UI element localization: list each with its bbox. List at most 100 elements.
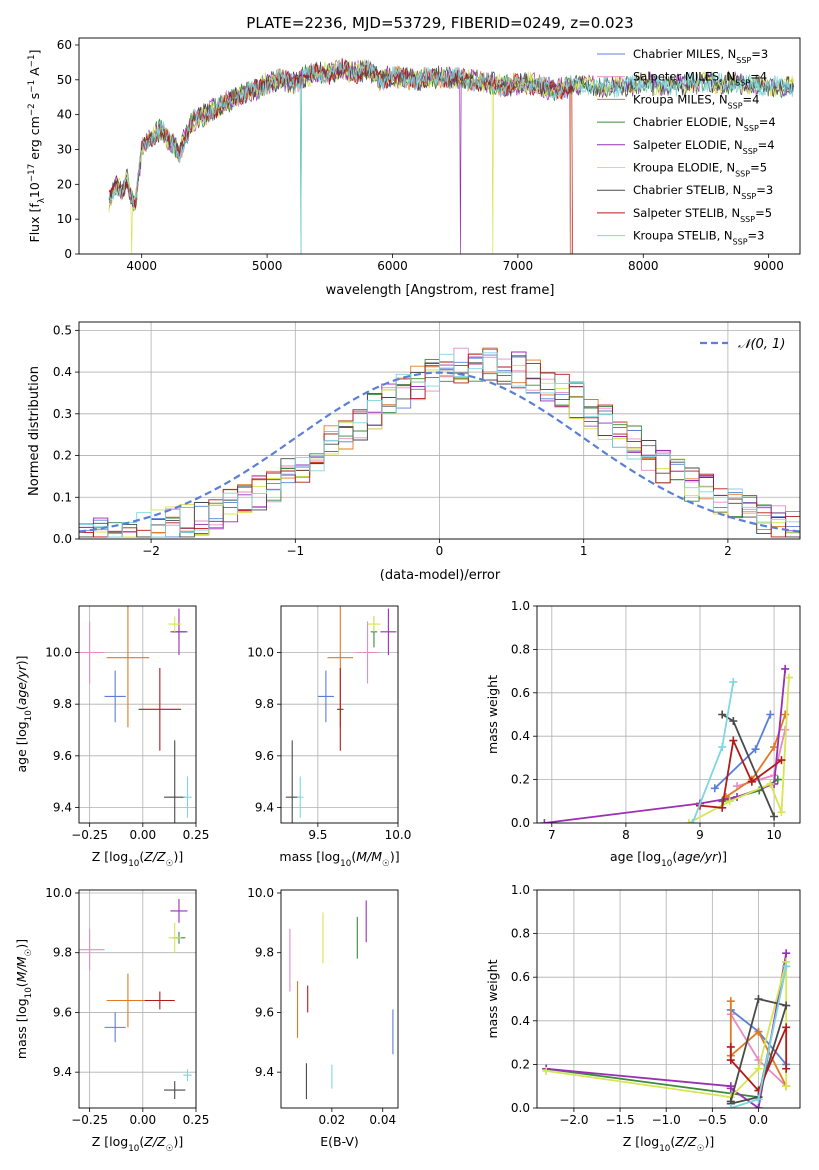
legend-entry: Salpeter MILES, NSSP=4 bbox=[633, 70, 767, 88]
weight-vs-age-xtick-label: 8 bbox=[622, 828, 630, 842]
mass-vs-ebv-ytick-label: 9.6 bbox=[255, 1005, 274, 1019]
mass-vs-ebv-axes: 0.02 0.04 9.4 9.6 9.8 10.0 bbox=[247, 886, 399, 1127]
weight-vs-age-marker-c8 bbox=[688, 819, 697, 823]
weight-vs-age-marker-c8 bbox=[729, 677, 738, 686]
residual-hist-c4 bbox=[79, 351, 800, 538]
spectrum-series-c7 bbox=[108, 58, 573, 254]
mass-vs-ebv-xlabel: E(B-V) bbox=[320, 1134, 359, 1149]
age-vs-Z-xlabel-part: 10 bbox=[128, 859, 139, 869]
mass-vs-Z-xlabel-part: Z [log bbox=[92, 1134, 128, 1149]
legend-n: =3 bbox=[748, 229, 765, 243]
weight-vs-Z-ytick-label: 0.8 bbox=[511, 927, 530, 941]
legend-sub: SSP bbox=[728, 101, 743, 110]
legend-model: Kroupa MILES, N bbox=[633, 92, 728, 106]
residuals-xtick-label: −1 bbox=[286, 544, 304, 558]
age-vs-Z-ytick-label: 9.6 bbox=[53, 749, 72, 763]
weight-vs-Z-xtick-label: −1.5 bbox=[605, 1113, 634, 1127]
legend-n: =3 bbox=[756, 183, 773, 197]
mass-vs-Z-xlabel-part: ☉ bbox=[166, 1144, 174, 1154]
mass-vs-Z-xlabel-part: ( bbox=[139, 1134, 144, 1149]
spectrum-ylabel-part: −17 bbox=[27, 164, 37, 182]
age-vs-mass-xlabel: mass [log10(M/M☉)] bbox=[279, 849, 399, 869]
legend-model: Salpeter MILES, N bbox=[633, 70, 735, 84]
weight-vs-Z-ylabel-text: mass weight bbox=[485, 959, 500, 1038]
mass-vs-Z-ylabel-part: )] bbox=[14, 939, 29, 949]
weight-vs-age-marker-c0 bbox=[751, 745, 760, 754]
mass-vs-Z-ylabel-text: mass [log10(M/M☉)] bbox=[14, 939, 34, 1059]
spectrum-ylabel-part: −2 bbox=[27, 103, 37, 116]
age-vs-Z-axes: −0.25 0.00 0.25 9.4 9.6 9.8 10.0 bbox=[45, 605, 210, 842]
residuals-ytick-label: 0.4 bbox=[53, 365, 72, 379]
weight-vs-age-ylabel-text: mass weight bbox=[485, 675, 500, 754]
legend-n: =4 bbox=[758, 138, 775, 152]
age-vs-mass-xlabel-part: 10 bbox=[340, 859, 351, 869]
legend-n: =4 bbox=[743, 92, 760, 106]
legend-sub: SSP bbox=[743, 146, 758, 155]
spectrum-ytick-label: 10 bbox=[57, 212, 72, 226]
gaussian-legend-label: 𝒩(0, 1) bbox=[738, 337, 785, 352]
weight-vs-Z-axes: −2.0 −1.5 −1.0 −0.5 0.0 0.0 0.2 0.4 0.6 0.8 1.0 bbox=[511, 883, 801, 1127]
weight-vs-Z-marker-c6 bbox=[782, 1001, 791, 1010]
weight-vs-Z-xtick-label: −2.0 bbox=[559, 1113, 588, 1127]
weight-vs-age-marker-c7 bbox=[777, 756, 786, 765]
legend-sub: SSP bbox=[741, 192, 756, 201]
weight-vs-age-marker-c6 bbox=[770, 812, 779, 821]
spectrum-xlabel: wavelength [Angstrom, rest frame] bbox=[326, 283, 555, 298]
weight-vs-Z-ytick-label: 1.0 bbox=[511, 883, 530, 897]
residuals-xtick-label: 2 bbox=[724, 544, 732, 558]
weight-vs-age-xlabel-text: age [log10(age/yr)] bbox=[610, 849, 727, 869]
mass-vs-Z-ylabel-part: ☉ bbox=[24, 949, 34, 957]
weight-vs-age-ytick-label: 0.8 bbox=[511, 642, 530, 656]
legend-model: Kroupa ELODIE, N bbox=[633, 161, 735, 175]
spectrum-xtick-label: 5000 bbox=[252, 259, 283, 273]
legend-model: Chabrier MILES, N bbox=[633, 47, 736, 61]
age-vs-Z-xtick-label: 0.25 bbox=[183, 828, 210, 842]
residuals-ytick-label: 0.3 bbox=[53, 407, 72, 421]
spectrum-axes: 4000 5000 6000 7000 8000 9000 0 10 20 30 40 50 60 bbox=[57, 37, 801, 273]
spectrum-ylabel-part: −1 bbox=[27, 80, 37, 93]
legend-sub: SSP bbox=[735, 169, 750, 178]
weight-vs-Z-ytick-label: 0.4 bbox=[511, 1014, 530, 1028]
weight-vs-age-marker-c4 bbox=[540, 819, 549, 823]
weight-vs-Z-xlabel-text: Z [log10(Z/Z☉)] bbox=[623, 1134, 714, 1154]
weight-vs-age-frame bbox=[536, 605, 801, 824]
weight-vs-Z-marker-c4 bbox=[782, 949, 791, 958]
weight-vs-age-xtick-label: 10 bbox=[766, 828, 781, 842]
weight-vs-age-xlabel-part: 10 bbox=[661, 859, 672, 869]
spectrum-ylabel-part: erg cm bbox=[27, 116, 42, 164]
mass-vs-ebv-xtick-label: 0.02 bbox=[319, 1113, 346, 1127]
spectrum-ytick-label: 40 bbox=[57, 108, 72, 122]
residuals-ytick-label: 0.5 bbox=[53, 323, 72, 337]
age-vs-mass-xlabel-part: M/M bbox=[356, 849, 382, 864]
weight-vs-Z-marker-c2 bbox=[754, 1027, 763, 1036]
weight-vs-Z-ytick-label: 0.2 bbox=[511, 1057, 530, 1071]
age-vs-Z-ytick-label: 10.0 bbox=[45, 646, 72, 660]
mass-vs-ebv-xlabel-part: E(B-V) bbox=[320, 1134, 359, 1149]
legend-entry: Chabrier STELIB, NSSP=3 bbox=[633, 183, 773, 201]
weight-vs-age-xlabel-part: age/yr bbox=[677, 849, 718, 864]
residuals-xtick-label: 1 bbox=[580, 544, 588, 558]
mass-vs-Z-xtick-label: 0.25 bbox=[183, 1113, 210, 1127]
spectrum-plot bbox=[108, 57, 795, 254]
mass-vs-Z-axes: −0.25 0.00 0.25 9.4 9.6 9.8 10.0 bbox=[45, 886, 209, 1127]
weight-vs-age-marker-c7 bbox=[718, 803, 727, 812]
weight-vs-age-marker-c5 bbox=[725, 797, 734, 806]
weight-vs-age-marker-c4 bbox=[781, 664, 790, 673]
spectrum-ytick-label: 50 bbox=[57, 73, 72, 87]
spectrum-ylabel-part: s bbox=[27, 93, 42, 104]
mass-vs-Z-ytick-label: 9.4 bbox=[53, 1065, 72, 1079]
weight-vs-Z-xtick-label: −1.0 bbox=[652, 1113, 681, 1127]
mass-vs-Z-xtick-label: 0.00 bbox=[129, 1113, 156, 1127]
age-vs-Z-ytick-label: 9.4 bbox=[53, 801, 72, 815]
legend-n: =4 bbox=[750, 70, 767, 84]
spectrum-xtick-label: 4000 bbox=[126, 259, 157, 273]
mass-vs-Z-ylabel-part: 10 bbox=[24, 987, 34, 998]
weight-vs-Z-marker-c7 bbox=[726, 1042, 735, 1051]
weight-vs-age-marker-c7 bbox=[729, 736, 738, 745]
age-vs-mass-xlabel-part: mass [log bbox=[279, 849, 340, 864]
weight-vs-age-marker-c5 bbox=[784, 673, 793, 682]
legend-sub: SSP bbox=[735, 78, 750, 87]
weight-vs-Z-marker-c5 bbox=[754, 1064, 763, 1073]
weight-vs-Z-marker-c6 bbox=[754, 995, 763, 1003]
